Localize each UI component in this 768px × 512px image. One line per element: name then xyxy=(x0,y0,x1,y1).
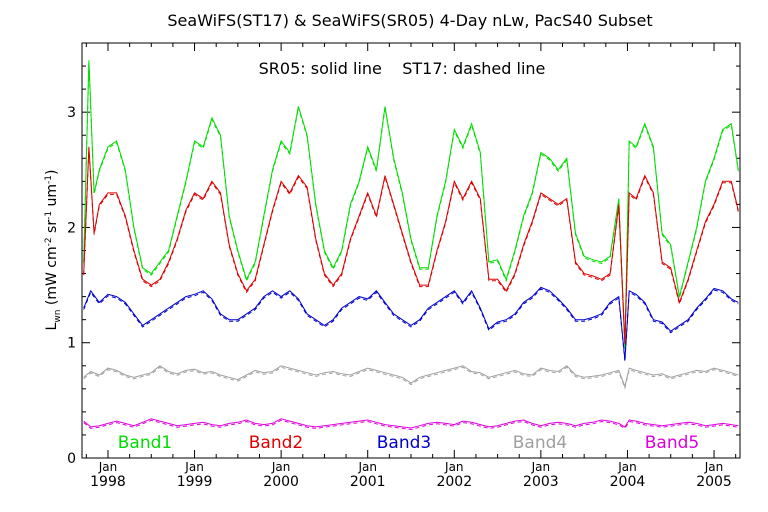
legend-band4: Band4 xyxy=(513,433,567,453)
x-tick-year-label: 2003 xyxy=(523,474,559,490)
x-tick-year-label: 2004 xyxy=(610,474,646,490)
x-tick-month-label: Jan xyxy=(531,460,551,474)
series-dashed-band5 xyxy=(83,419,739,431)
legend: Band1 Band2 Band3 Band4 Band5 xyxy=(118,433,699,453)
x-tick-month-label: Jan xyxy=(98,460,118,474)
series-line-band2 xyxy=(83,146,739,343)
legend-band1: Band1 xyxy=(118,433,172,453)
x-tick-year-label: 2000 xyxy=(263,474,299,490)
x-tick-month-label: Jan xyxy=(357,460,377,474)
plot-frame xyxy=(81,42,741,459)
axis-ticks xyxy=(82,43,740,459)
x-tick-year-label: 2001 xyxy=(350,474,386,490)
legend-band2: Band2 xyxy=(249,433,303,453)
x-tick-year-label: 1998 xyxy=(90,474,126,490)
series-line-band3 xyxy=(83,286,739,361)
series-line-band4 xyxy=(83,365,739,389)
y-tick-label: 0 xyxy=(67,451,76,467)
x-tick-month-label: Jan xyxy=(617,460,637,474)
legend-band5: Band5 xyxy=(645,433,699,453)
x-tick-month-label: Jan xyxy=(184,460,204,474)
x-tick-year-label: 1999 xyxy=(177,474,213,490)
series-dashed-band2 xyxy=(83,148,739,345)
y-tick-label: 2 xyxy=(67,220,76,236)
series-line-band1 xyxy=(83,60,739,349)
series-dashed-band1 xyxy=(83,61,739,351)
chart-title: SeaWiFS(ST17) & SeaWiFS(SR05) 4-Day nLw,… xyxy=(167,11,652,30)
y-axis-label: Lwn (mW cm-2 sr-1 um-1) xyxy=(44,170,63,331)
x-tick-month-label: Jan xyxy=(444,460,464,474)
x-tick-year-label: 2002 xyxy=(436,474,472,490)
axis-tick-labels: 0123Jan1998Jan1999Jan2000Jan2001Jan2002J… xyxy=(67,105,732,490)
x-tick-month-label: Jan xyxy=(704,460,724,474)
legend-band3: Band3 xyxy=(377,433,431,453)
y-tick-label: 3 xyxy=(67,105,76,121)
y-tick-label: 1 xyxy=(67,336,76,352)
series-line-band5 xyxy=(83,418,739,429)
series-lines xyxy=(83,60,739,431)
series-dashed-band4 xyxy=(83,366,739,390)
x-tick-year-label: 2005 xyxy=(696,474,732,490)
series-dashed-band3 xyxy=(83,288,739,362)
x-tick-month-label: Jan xyxy=(271,460,291,474)
chart-subtitle: SR05: solid line ST17: dashed line xyxy=(259,59,546,78)
